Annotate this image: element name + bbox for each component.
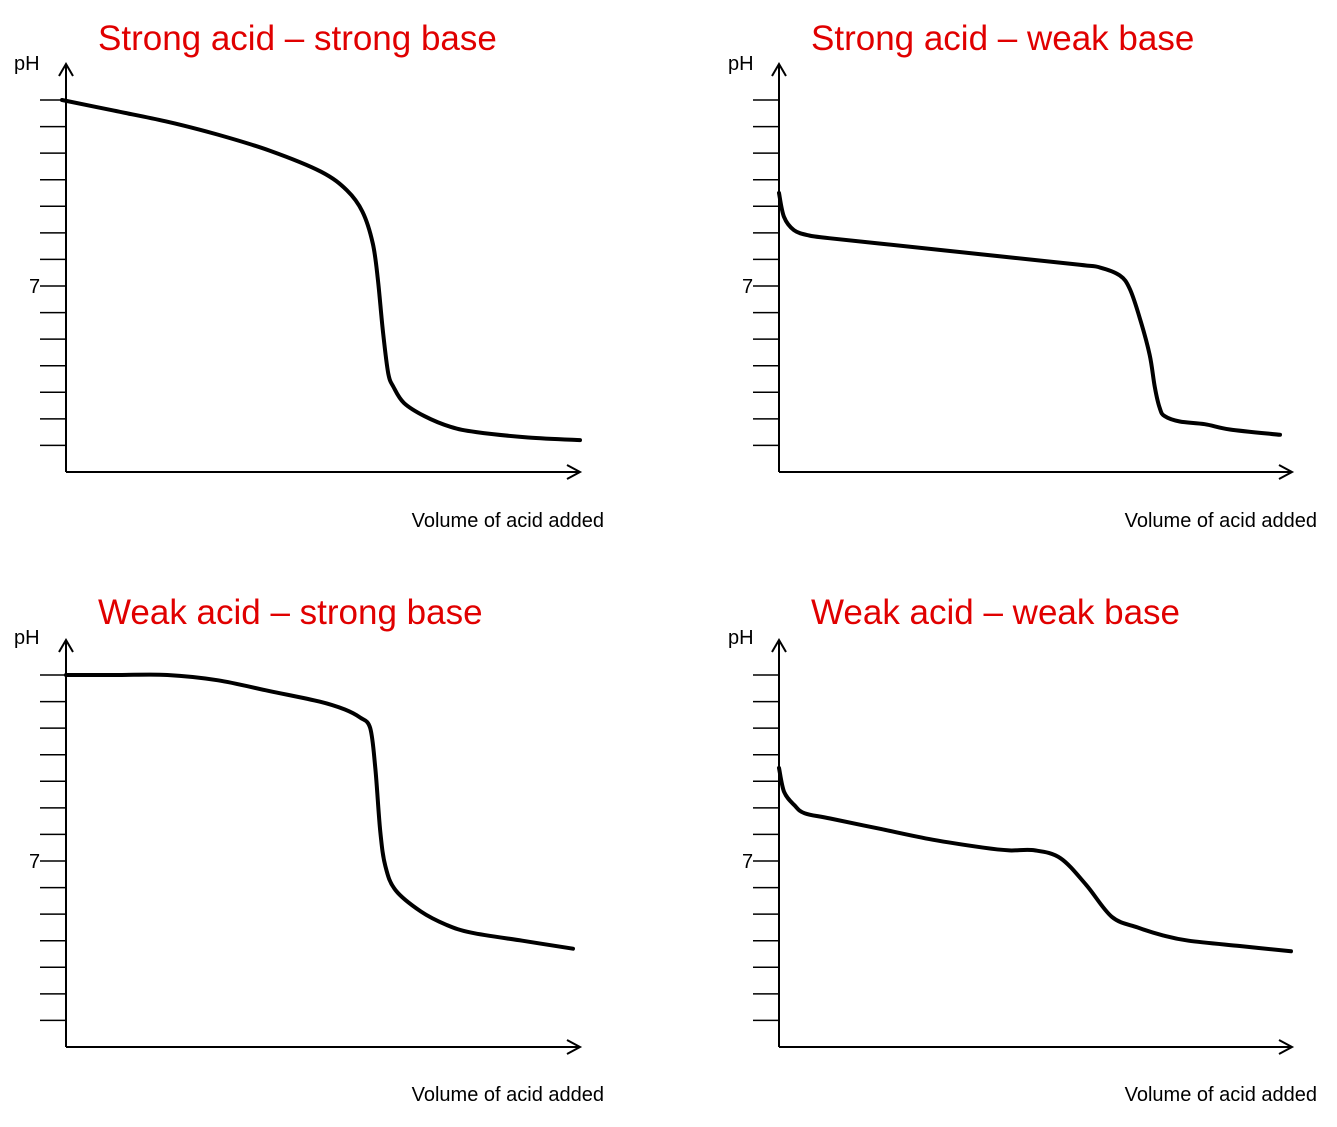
y-tick-label: 7 <box>29 851 40 873</box>
chart-panel: Weak acid – weak base 7 pH Volume of acid a… <box>728 593 1317 1106</box>
chart-title: Strong acid – weak base <box>811 19 1194 58</box>
titration-curve <box>777 766 1293 954</box>
y-axis-arrow <box>58 638 74 653</box>
x-axis-arrow <box>1278 464 1295 480</box>
titration-curve <box>64 672 575 951</box>
x-axis-arrow <box>566 1039 583 1055</box>
chart-panel: Strong acid – weak base 7 pH Volume of acid… <box>728 19 1317 532</box>
x-axis-label: Volume of acid added <box>412 1084 604 1106</box>
chart-title: Strong acid – strong base <box>98 19 497 58</box>
y-axis-label: pH <box>14 53 40 75</box>
chart-panel: Weak acid – strong base 7 pH Volume of acid… <box>14 593 604 1106</box>
chart-title: Weak acid – weak base <box>811 593 1180 632</box>
y-axis-label: pH <box>14 627 40 649</box>
x-axis-label: Volume of acid added <box>412 510 604 532</box>
y-axis-arrow <box>771 638 787 653</box>
x-axis-label: Volume of acid added <box>1125 510 1317 532</box>
titration-curve <box>777 191 1282 437</box>
y-tick-label: 7 <box>29 276 40 298</box>
x-axis-label: Volume of acid added <box>1125 1084 1317 1106</box>
y-axis-label: pH <box>728 627 754 649</box>
y-tick-label: 7 <box>742 276 753 298</box>
y-axis-label: pH <box>728 53 754 75</box>
y-axis-arrow <box>58 62 74 77</box>
chart-title: Weak acid – strong base <box>98 593 483 632</box>
x-axis-arrow <box>566 464 583 480</box>
x-axis-arrow <box>1278 1039 1295 1055</box>
chart-panel: Strong acid – strong base 7 pH Volume of ac… <box>14 19 604 532</box>
y-axis-arrow <box>771 62 787 77</box>
y-tick-label: 7 <box>742 851 753 873</box>
titration-curve <box>60 98 582 443</box>
